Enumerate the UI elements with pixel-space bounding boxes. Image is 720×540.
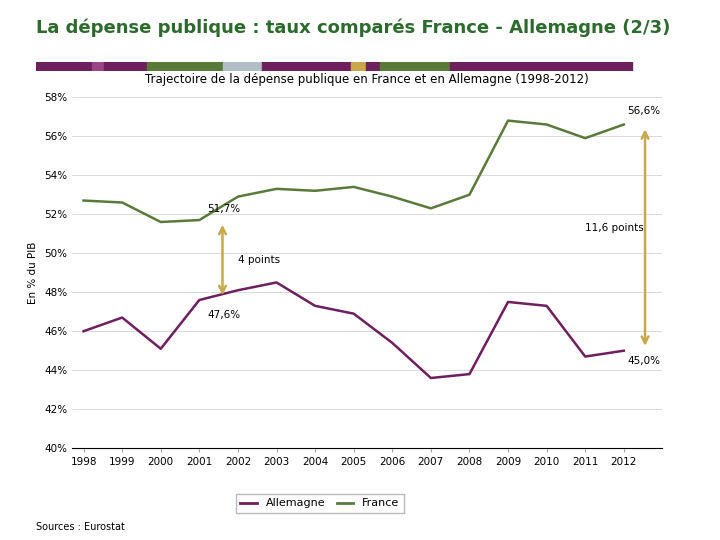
Bar (223, 62, 262, 71)
Text: 47,6%: 47,6% (207, 309, 240, 320)
Y-axis label: En % du PIB: En % du PIB (29, 241, 38, 304)
Bar (450, 62, 632, 71)
Title: Trajectoire de la dépense publique en France et en Allemagne (1998-2012): Trajectoire de la dépense publique en Fr… (145, 73, 589, 86)
Bar (36, 62, 92, 71)
Bar (351, 62, 366, 71)
Bar (262, 62, 351, 71)
Text: 51,7%: 51,7% (207, 204, 240, 214)
Text: 11,6 points: 11,6 points (585, 223, 644, 233)
Text: Sources : Eurostat: Sources : Eurostat (36, 522, 125, 532)
Text: La dépense publique : taux comparés France - Allemagne (2/3): La dépense publique : taux comparés Fran… (36, 19, 670, 37)
Bar (104, 62, 148, 71)
Bar (366, 62, 380, 71)
Bar (92, 62, 104, 71)
Bar (380, 62, 450, 71)
Text: 56,6%: 56,6% (628, 106, 661, 116)
Legend: Allemagne, France: Allemagne, France (236, 494, 404, 513)
Text: 4 points: 4 points (238, 255, 280, 265)
Text: 45,0%: 45,0% (628, 356, 661, 366)
Bar (148, 62, 223, 71)
